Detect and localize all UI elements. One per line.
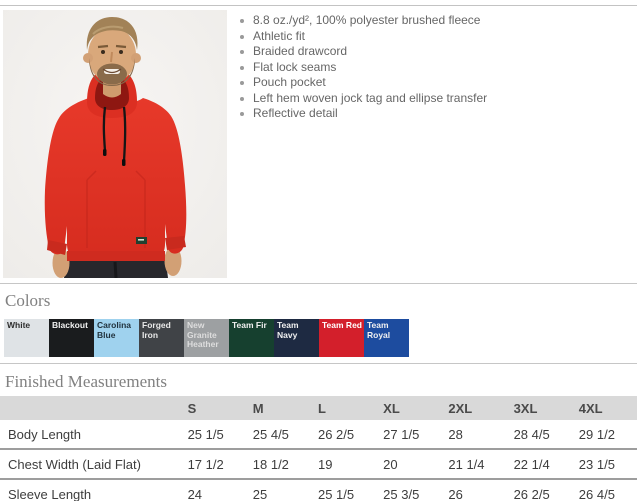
cell-value: 26 2/5 <box>310 420 377 449</box>
measurements-table: S M L XL 2XL 3XL 4XL Body Length 25 1/5 … <box>0 396 637 501</box>
row-label: Sleeve Length <box>0 478 181 501</box>
cell-value: 29 1/2 <box>571 420 637 449</box>
feature-item: Flat lock seams <box>238 60 628 76</box>
cell-value: 25 3/5 <box>376 478 442 501</box>
size-header-xl: XL <box>376 396 442 420</box>
size-header-empty <box>0 396 181 420</box>
cell-value: 20 <box>376 448 442 479</box>
color-swatch-team-fir[interactable]: Team Fir <box>229 319 274 357</box>
size-header-4xl: 4XL <box>571 396 637 420</box>
feature-item: Athletic fit <box>238 29 628 45</box>
color-swatch-forged-iron[interactable]: Forged Iron <box>139 319 184 357</box>
row-label: Body Length <box>0 420 181 449</box>
cell-value: 18 1/2 <box>245 448 311 479</box>
color-swatch-team-royal[interactable]: Team Royal <box>364 319 409 357</box>
color-swatch-carolina-blue[interactable]: Carolina Blue <box>94 319 139 357</box>
cell-value: 21 1/4 <box>441 448 507 479</box>
color-swatch-team-red[interactable]: Team Red <box>319 319 364 357</box>
feature-item: Braided drawcord <box>238 44 628 60</box>
size-header-s: S <box>180 396 246 420</box>
colors-heading: Colors <box>5 291 51 310</box>
color-swatch-row: White Blackout Carolina Blue Forged Iron… <box>4 319 637 357</box>
cell-value: 23 1/5 <box>571 448 637 479</box>
feature-item: 8.8 oz./yd², 100% polyester brushed flee… <box>238 13 628 29</box>
size-header-m: M <box>245 396 311 420</box>
color-swatch-team-navy[interactable]: Team Navy <box>274 319 319 357</box>
measurements-section: Finished Measurements S M L XL 2XL 3XL 4… <box>0 363 637 501</box>
product-photo[interactable] <box>3 10 227 278</box>
cell-value: 28 <box>441 420 507 449</box>
cell-value: 19 <box>310 448 377 479</box>
size-header-l: L <box>310 396 377 420</box>
feature-item: Reflective detail <box>238 106 628 122</box>
cell-value: 26 <box>441 478 507 501</box>
color-swatch-white[interactable]: White <box>4 319 49 357</box>
size-header-row: S M L XL 2XL 3XL 4XL <box>0 396 637 420</box>
size-header-3xl: 3XL <box>506 396 572 420</box>
cell-value: 26 2/5 <box>506 478 572 501</box>
colors-section: Colors White Blackout Carolina Blue Forg… <box>0 283 637 357</box>
model-in-red-hoodie-image <box>3 10 227 278</box>
cell-value: 25 1/5 <box>310 478 377 501</box>
color-swatch-new-granite-heather[interactable]: New Granite Heather <box>184 319 229 357</box>
table-row-chest-width: Chest Width (Laid Flat) 17 1/2 18 1/2 19… <box>0 448 637 479</box>
size-header-2xl: 2XL <box>441 396 507 420</box>
feature-list: 8.8 oz./yd², 100% polyester brushed flee… <box>238 13 628 122</box>
table-row-body-length: Body Length 25 1/5 25 4/5 26 2/5 27 1/5 … <box>0 420 637 449</box>
color-swatch-blackout[interactable]: Blackout <box>49 319 94 357</box>
cell-value: 25 1/5 <box>180 420 246 449</box>
measurements-heading: Finished Measurements <box>5 372 167 391</box>
table-row-sleeve-length: Sleeve Length 24 25 25 1/5 25 3/5 26 26 … <box>0 478 637 501</box>
feature-item: Pouch pocket <box>238 75 628 91</box>
cell-value: 17 1/2 <box>180 448 246 479</box>
cell-value: 22 1/4 <box>506 448 572 479</box>
cell-value: 28 4/5 <box>506 420 572 449</box>
feature-item: Left hem woven jock tag and ellipse tran… <box>238 91 628 107</box>
cell-value: 25 <box>245 478 311 501</box>
cell-value: 24 <box>180 478 246 501</box>
cell-value: 27 1/5 <box>376 420 442 449</box>
row-label: Chest Width (Laid Flat) <box>0 448 181 479</box>
cell-value: 25 4/5 <box>245 420 311 449</box>
top-divider <box>0 5 637 6</box>
cell-value: 26 4/5 <box>571 478 637 501</box>
